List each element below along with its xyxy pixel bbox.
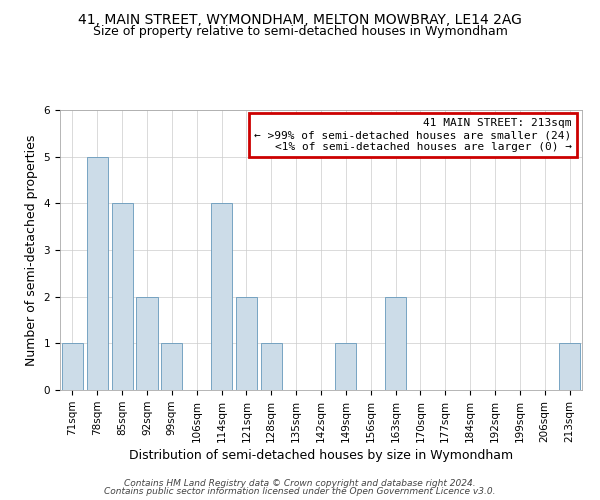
- Text: Contains HM Land Registry data © Crown copyright and database right 2024.: Contains HM Land Registry data © Crown c…: [124, 478, 476, 488]
- Bar: [87, 156, 108, 390]
- Y-axis label: Number of semi-detached properties: Number of semi-detached properties: [25, 134, 38, 366]
- Bar: [559, 344, 580, 390]
- Bar: [385, 296, 406, 390]
- Text: 41 MAIN STREET: 213sqm
← >99% of semi-detached houses are smaller (24)
<1% of se: 41 MAIN STREET: 213sqm ← >99% of semi-de…: [254, 118, 572, 152]
- Text: Size of property relative to semi-detached houses in Wymondham: Size of property relative to semi-detach…: [92, 25, 508, 38]
- Bar: [161, 344, 182, 390]
- Bar: [112, 204, 133, 390]
- Bar: [62, 344, 83, 390]
- Bar: [261, 344, 282, 390]
- Bar: [136, 296, 158, 390]
- X-axis label: Distribution of semi-detached houses by size in Wymondham: Distribution of semi-detached houses by …: [129, 449, 513, 462]
- Bar: [236, 296, 257, 390]
- Text: 41, MAIN STREET, WYMONDHAM, MELTON MOWBRAY, LE14 2AG: 41, MAIN STREET, WYMONDHAM, MELTON MOWBR…: [78, 12, 522, 26]
- Bar: [211, 204, 232, 390]
- Text: Contains public sector information licensed under the Open Government Licence v3: Contains public sector information licen…: [104, 487, 496, 496]
- Bar: [335, 344, 356, 390]
